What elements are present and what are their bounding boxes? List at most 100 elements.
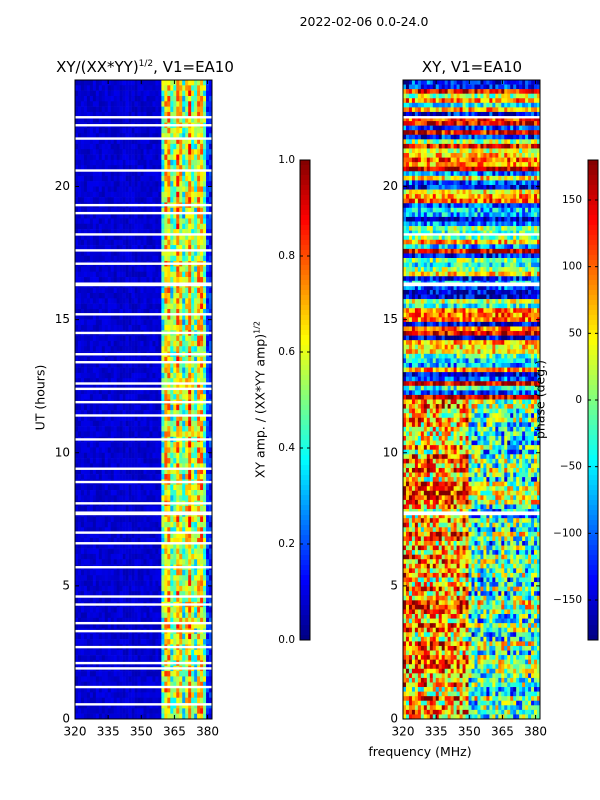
left-heatmap-cell xyxy=(95,346,100,352)
left-heatmap-cell xyxy=(158,639,162,645)
left-heatmap-cell xyxy=(104,410,109,416)
left-heatmap-cell xyxy=(149,431,153,438)
left-heatmap-cell xyxy=(185,127,189,134)
left-heatmap-cell xyxy=(182,362,186,368)
left-heatmap-cell xyxy=(128,335,132,342)
left-heatmap-cell xyxy=(98,356,103,363)
left-heatmap-cell xyxy=(173,548,177,555)
left-heatmap-cell xyxy=(83,612,88,619)
left-heatmap-cell xyxy=(89,410,94,416)
left-heatmap-cell xyxy=(155,234,159,241)
left-heatmap-cell xyxy=(167,127,171,134)
left-heatmap-cell xyxy=(182,617,186,624)
left-heatmap-cell xyxy=(185,420,189,427)
left-heatmap-cell xyxy=(176,335,180,342)
left-heatmap-cell xyxy=(98,553,103,560)
left-heatmap-cell xyxy=(146,431,150,438)
left-heatmap-cell xyxy=(191,319,195,326)
left-heatmap-cell xyxy=(146,234,150,241)
left-heatmap-cell xyxy=(203,415,207,422)
left-heatmap-cell xyxy=(152,442,156,448)
left-heatmap-cell xyxy=(176,388,180,395)
left-heatmap-cell xyxy=(164,362,168,368)
left-heatmap-cell xyxy=(95,372,100,379)
left-heatmap-cell xyxy=(176,532,180,539)
left-heatmap-cell xyxy=(209,617,213,624)
left-heatmap-cell xyxy=(167,197,171,203)
left-heatmap-cell xyxy=(83,527,88,533)
left-heatmap-cell xyxy=(134,447,138,454)
left-heatmap-cell xyxy=(167,218,171,225)
left-heatmap-cell xyxy=(98,80,103,86)
left-heatmap-cell xyxy=(92,133,97,139)
left-heatmap-cell xyxy=(209,639,213,645)
left-heatmap-cell xyxy=(188,181,192,187)
left-heatmap-cell xyxy=(131,117,135,123)
left-heatmap-cell xyxy=(161,138,165,145)
left-heatmap-cell xyxy=(95,506,100,512)
left-heatmap-cell xyxy=(179,394,183,400)
left-heatmap-cell xyxy=(209,218,213,225)
left-heatmap-cell xyxy=(134,495,138,501)
left-heatmap-cell xyxy=(131,639,135,645)
left-heatmap-cell xyxy=(161,85,165,91)
left-heatmap-cell xyxy=(86,420,91,427)
left-heatmap-cell xyxy=(113,458,117,464)
left-heatmap-cell xyxy=(125,474,129,480)
left-heatmap-cell xyxy=(77,85,82,91)
left-heatmap-cell xyxy=(200,516,204,523)
left-heatmap-cell xyxy=(206,159,210,166)
left-heatmap-cell xyxy=(107,372,112,379)
left-heatmap-cell xyxy=(116,410,120,416)
left-heatmap-cell xyxy=(140,410,144,416)
left-heatmap-cell xyxy=(95,580,100,587)
left-heatmap-cell xyxy=(143,404,147,411)
left-heatmap-cell xyxy=(182,80,186,86)
left-heatmap-cell xyxy=(140,245,144,251)
left-heatmap-cell xyxy=(206,234,210,241)
left-heatmap-cell xyxy=(86,85,91,91)
left-heatmap-cell xyxy=(98,404,103,411)
left-heatmap-cell xyxy=(116,117,120,123)
left-heatmap-cell xyxy=(131,617,135,624)
left-heatmap-cell xyxy=(122,138,126,145)
left-heatmap-cell xyxy=(101,596,106,603)
left-heatmap-cell xyxy=(149,271,153,278)
left-heatmap-cell xyxy=(170,415,174,422)
left-heatmap-cell xyxy=(83,271,88,278)
left-heatmap-cell xyxy=(173,213,177,219)
left-heatmap-cell xyxy=(80,95,85,102)
left-heatmap-cell xyxy=(140,101,144,107)
left-heatmap-cell xyxy=(206,372,210,379)
left-heatmap-cell xyxy=(158,154,162,161)
left-heatmap-cell xyxy=(146,298,150,304)
left-heatmap-cell xyxy=(191,404,195,411)
left-heatmap-cell xyxy=(86,138,91,145)
left-heatmap-cell xyxy=(206,394,210,400)
left-heatmap-cell xyxy=(77,127,82,134)
left-heatmap-cell xyxy=(173,271,177,278)
left-heatmap-cell xyxy=(80,596,85,603)
left-heatmap-cell xyxy=(194,154,198,161)
left-heatmap-cell xyxy=(155,420,159,427)
left-heatmap-cell xyxy=(173,319,177,326)
left-heatmap-cell xyxy=(188,271,192,278)
left-heatmap-cell xyxy=(104,133,109,139)
left-heatmap-cell xyxy=(173,170,177,177)
left-heatmap-cell xyxy=(134,308,138,315)
left-heatmap-cell xyxy=(89,431,94,438)
left-heatmap-cell xyxy=(137,314,141,320)
left-heatmap-cell xyxy=(104,287,109,294)
left-heatmap-cell xyxy=(191,569,195,576)
left-heatmap-cell xyxy=(164,346,168,352)
left-heatmap-cell xyxy=(89,655,94,661)
left-heatmap-cell xyxy=(161,596,165,603)
left-heatmap-cell xyxy=(188,234,192,241)
left-heatmap-cell xyxy=(149,553,153,560)
left-heatmap-cell xyxy=(146,495,150,501)
left-heatmap-cell xyxy=(206,255,210,262)
left-heatmap-cell xyxy=(188,575,192,581)
left-heatmap-cell xyxy=(104,639,109,645)
left-heatmap-cell xyxy=(164,569,168,576)
left-heatmap-cell xyxy=(170,324,174,331)
